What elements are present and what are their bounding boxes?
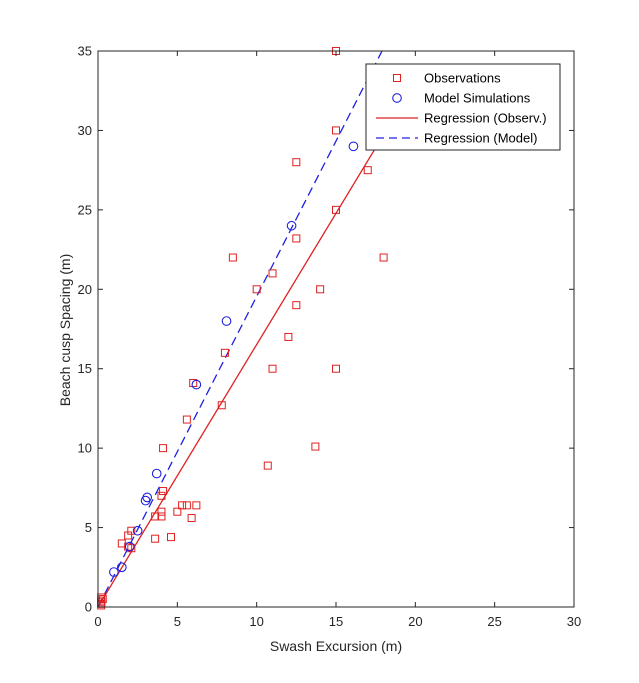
observation-point: [173, 507, 182, 516]
legend-circle-marker: [392, 93, 402, 103]
observation-point: [217, 401, 226, 410]
legend: Observations Model Simulations Regression …: [365, 63, 561, 151]
observation-point: [159, 444, 168, 453]
observation-point: [332, 364, 340, 373]
observation-point: [252, 285, 261, 294]
observation-point: [127, 544, 136, 553]
model-simulation-point: [142, 492, 153, 503]
observation-point: [316, 285, 325, 294]
legend-label: Regression (Observ.): [424, 111, 547, 126]
observation-point: [292, 158, 301, 167]
observation-point: [332, 126, 340, 135]
legend-square-marker: [393, 74, 401, 82]
observation-point: [292, 301, 301, 310]
x-tick-label: 30: [567, 614, 581, 629]
observation-point: [332, 205, 340, 214]
observation-point: [178, 501, 187, 510]
observation-point: [268, 269, 277, 278]
y-axis-label: Beach cusp Spacing (m): [57, 254, 73, 407]
x-axis-label: Swash Excursion (m): [270, 638, 402, 654]
plot-clip-group: [98, 51, 391, 607]
model-simulation-point: [116, 562, 127, 573]
observation-point: [166, 533, 175, 542]
legend-label: Model Simulations: [424, 91, 531, 106]
observation-point: [157, 507, 166, 516]
model-simulation-point: [191, 379, 202, 390]
observation-point: [187, 514, 196, 523]
regression-model-line: [98, 51, 383, 607]
observation-point: [157, 512, 166, 521]
model-simulation-point: [132, 525, 143, 536]
y-tick-label: 20: [78, 282, 92, 297]
observation-point: [151, 534, 160, 543]
y-tick-label: 35: [78, 44, 92, 59]
axes: 0 5 10 15 20 25 30 0 5 10 15 20 25 30 35: [78, 44, 582, 630]
y-tick-label: 5: [85, 520, 92, 535]
chart-marks: [97, 47, 391, 610]
model-simulation-point: [221, 316, 232, 326]
observation-point: [263, 461, 272, 470]
observation-point: [311, 442, 320, 451]
observation-point: [284, 332, 293, 341]
legend-label: Observations: [424, 71, 501, 86]
legend-label: Regression (Model): [424, 131, 537, 146]
y-tick-label: 25: [78, 202, 92, 217]
y-tick-label: 30: [78, 123, 92, 138]
observation-point: [182, 501, 191, 510]
observation-point: [182, 415, 191, 424]
observation-point: [189, 379, 198, 388]
legend-box: [365, 63, 561, 151]
observation-point: [220, 348, 229, 357]
observation-point: [159, 487, 168, 496]
x-tick-label: 10: [249, 614, 263, 629]
observation-point: [363, 166, 372, 175]
observation-point: [268, 364, 277, 373]
observation-point: [292, 234, 301, 243]
observation-point: [228, 253, 237, 262]
y-tick-label: 0: [85, 600, 92, 615]
model-simulation-point: [286, 220, 297, 231]
x-tick-label: 20: [408, 614, 422, 629]
y-tick-label: 10: [78, 441, 92, 456]
observation-point: [127, 526, 136, 535]
x-tick-label: 5: [174, 614, 181, 629]
observation-point: [192, 501, 201, 510]
observation-point: [98, 595, 107, 604]
regression-observ-line: [98, 123, 391, 607]
model-simulation-point: [109, 567, 119, 577]
observation-point: [379, 253, 388, 262]
x-tick-label: 25: [487, 614, 501, 629]
observation-point: [157, 491, 166, 500]
model-simulation-point: [151, 468, 162, 479]
y-tick-label: 15: [78, 361, 92, 376]
x-tick-label: 15: [329, 614, 343, 629]
observation-point: [151, 512, 160, 521]
model-simulation-point: [124, 541, 135, 552]
model-simulation-point: [348, 141, 359, 152]
x-tick-label: 0: [94, 614, 101, 629]
